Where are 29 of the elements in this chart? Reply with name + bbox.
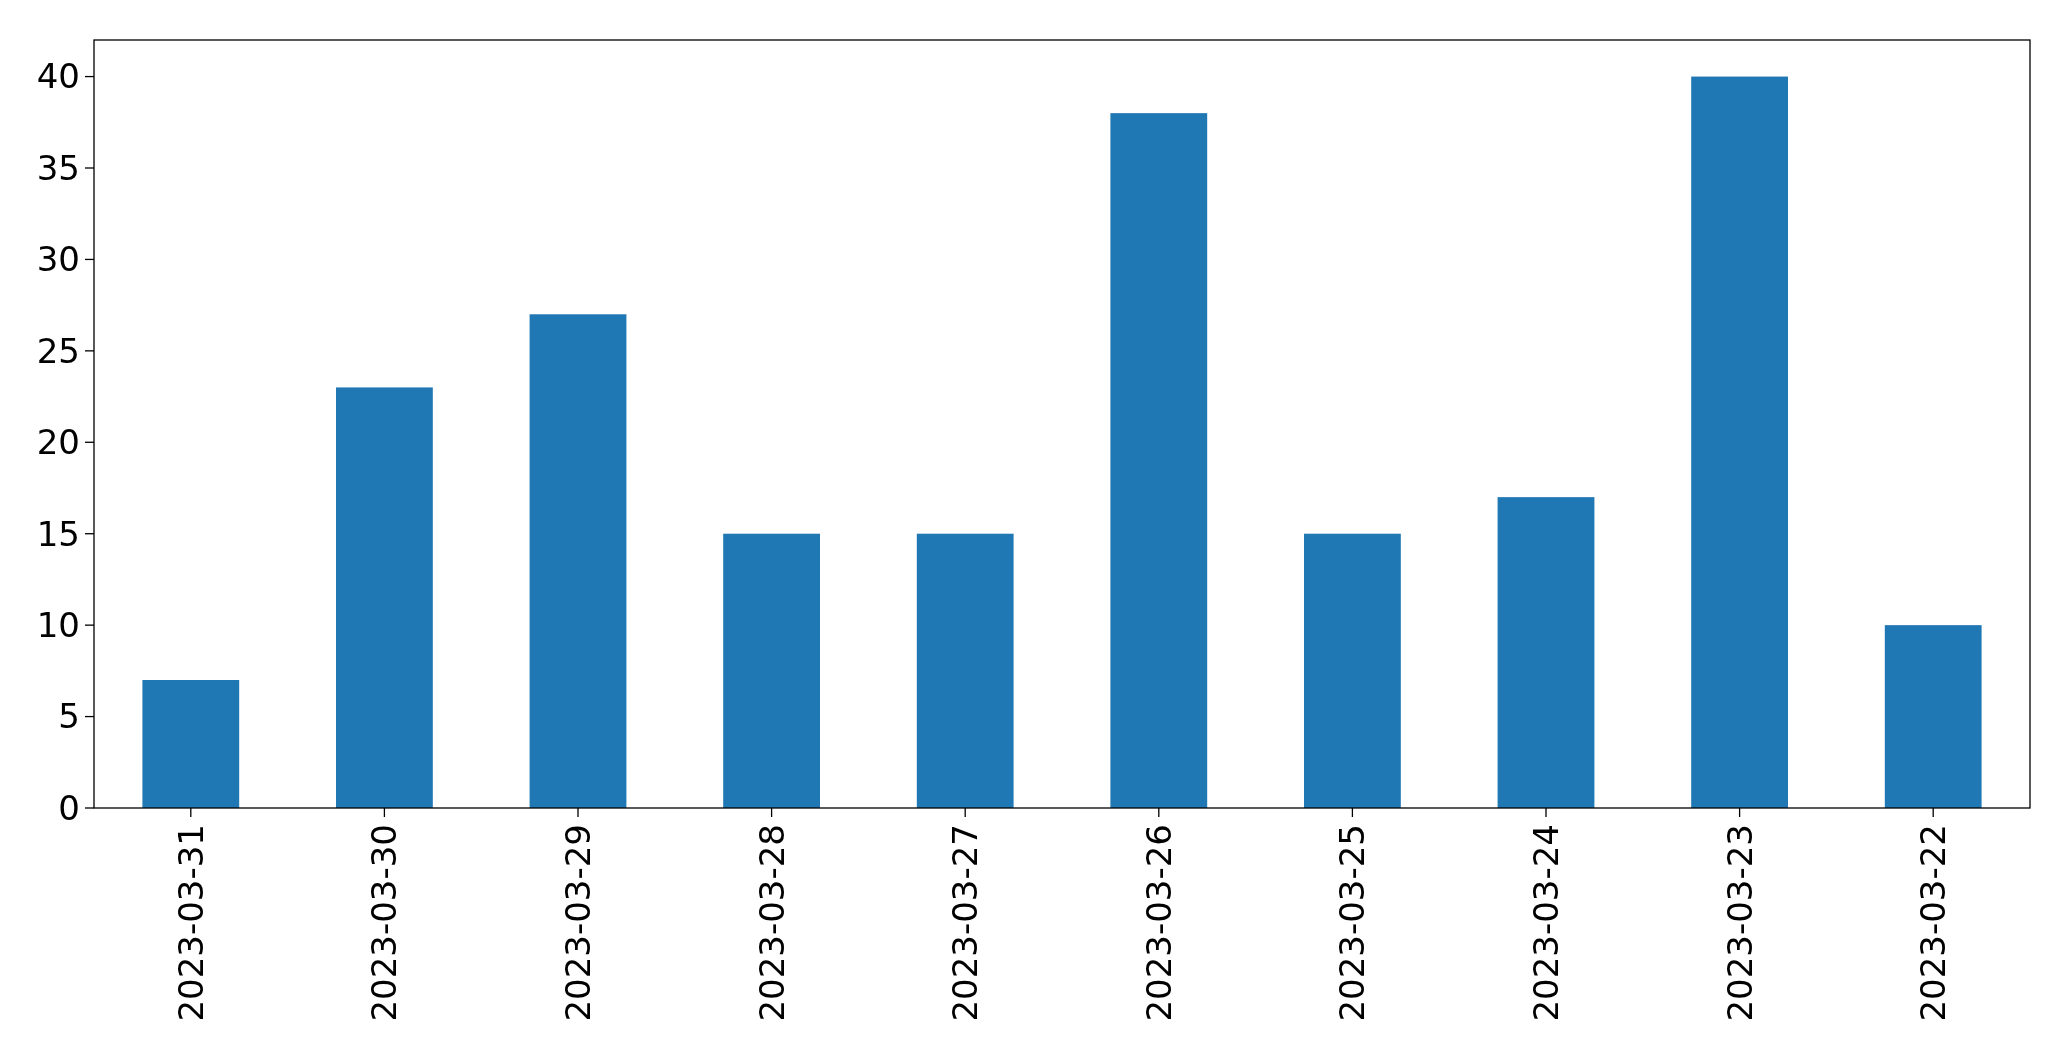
bar: [1691, 76, 1788, 808]
x-tick-label: 2023-03-25: [1332, 824, 1373, 1022]
x-tick-label: 2023-03-30: [364, 824, 405, 1022]
x-tick-label: 2023-03-26: [1138, 824, 1179, 1022]
y-tick-label: 35: [36, 147, 80, 188]
y-tick-label: 20: [36, 422, 80, 463]
bar: [1884, 625, 1982, 808]
y-tick-label: 15: [36, 513, 80, 554]
y-tick-label: 25: [36, 330, 80, 371]
x-tick-label: 2023-03-22: [1913, 824, 1954, 1022]
x-tick-label: 2023-03-31: [170, 824, 211, 1022]
bar: [142, 680, 240, 808]
x-tick-label: 2023-03-27: [945, 824, 986, 1022]
bar: [1110, 113, 1208, 808]
bar: [529, 314, 627, 808]
bar: [1497, 497, 1595, 808]
x-tick-label: 2023-03-29: [557, 824, 598, 1022]
bar: [336, 387, 433, 808]
y-tick-label: 5: [58, 696, 80, 737]
y-tick-label: 10: [36, 605, 80, 646]
bar: [723, 533, 820, 808]
bar: [1304, 533, 1401, 808]
x-tick-label: 2023-03-24: [1525, 824, 1566, 1022]
y-tick-label: 40: [36, 56, 80, 97]
x-tick-label: 2023-03-23: [1719, 824, 1760, 1022]
bar: [916, 533, 1014, 808]
y-tick-label: 0: [58, 787, 80, 828]
y-tick-label: 30: [36, 239, 80, 280]
x-tick-label: 2023-03-28: [751, 824, 792, 1022]
